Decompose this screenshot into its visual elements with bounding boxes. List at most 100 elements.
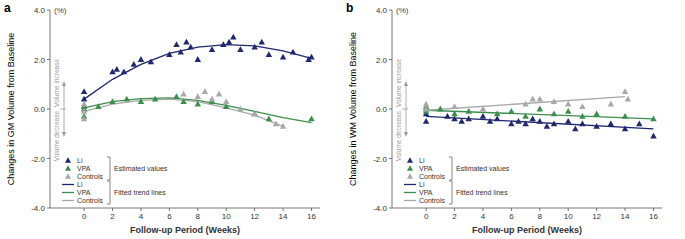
annotation: Volume increase [395,59,402,107]
point [266,116,272,122]
legend-label: Li [77,181,83,188]
point [544,123,550,129]
trend-line [426,110,653,119]
x-title: Follow-up Period (Weeks) [472,225,582,235]
legend-label: Li [419,157,425,164]
zero-mark [60,109,66,110]
y-tick-label: -2.0 [31,155,45,164]
point [209,96,215,102]
y-tick-label: 0.0 [34,105,46,114]
x-tick [140,208,141,211]
point [451,116,457,122]
y-tick-label: -4.0 [31,204,45,213]
figure: aChanges in GM Volume from Baseline(%)-4… [0,0,685,239]
y-tick [47,208,50,209]
point [259,39,265,45]
x-tick [426,208,427,211]
legend-line [404,192,416,193]
legend-label: Controls [77,197,104,204]
legend-label: VPA [77,165,91,172]
point [622,125,628,131]
point [650,116,656,122]
point [180,98,186,104]
point [551,98,557,104]
x-tick-label: 2 [452,212,457,221]
legend-label: VPA [419,189,433,196]
point [508,108,514,114]
legend-marker [407,165,413,170]
point [178,49,184,55]
point [622,113,628,119]
legend-label: Li [419,181,425,188]
annotation: Volume decrease [53,111,60,162]
point [494,111,500,117]
point [114,66,120,72]
legend-line [404,184,416,185]
point [121,68,127,74]
point [209,46,215,52]
point [202,88,208,94]
point [579,113,585,119]
x-tick [596,208,597,211]
x-tick-label: 14 [621,212,630,221]
point [251,44,257,50]
y-tick [47,59,50,60]
point [173,41,179,47]
point [537,118,543,124]
arrow-head [62,81,66,86]
x-tick-label: 4 [139,212,144,221]
point [608,120,614,126]
point [266,51,272,57]
point [565,108,571,114]
x-tick [511,208,512,211]
point [308,116,314,122]
trend-line [84,99,283,126]
point [537,106,543,112]
point [593,111,599,117]
point [451,103,457,109]
legend-marker [65,165,71,170]
x-tick-label: 12 [592,212,601,221]
point [622,88,628,94]
point [466,116,472,122]
arrow-head [404,132,408,137]
point [480,106,486,112]
point [522,101,528,107]
point [529,116,535,122]
point [81,96,87,102]
legend-line [62,200,74,201]
point [124,96,130,102]
x-tick [539,208,540,211]
x-tick [84,208,85,211]
legend-line [62,184,74,185]
point [522,113,528,119]
legend-label: VPA [419,165,433,172]
y-unit: (%) [54,6,67,15]
point [148,59,154,65]
point [251,111,257,117]
x-tick [226,208,227,211]
x-tick-label: 6 [509,212,514,221]
y-tick [47,10,50,11]
trend-line [426,116,653,128]
point [565,101,571,107]
x-tick-label: 8 [196,212,201,221]
y-tick [389,158,392,159]
y-tick [389,59,392,60]
point [423,106,429,112]
x-tick-label: 12 [250,212,259,221]
y-tick [47,158,50,159]
x-tick-label: 8 [538,212,543,221]
point [131,61,137,67]
point [166,51,172,57]
point [529,96,535,102]
point [458,118,464,124]
point [180,91,186,97]
point [81,101,87,107]
x-tick-label: 10 [222,212,231,221]
point [81,116,87,122]
x-title: Follow-up Period (Weeks) [130,225,240,235]
point [290,49,296,55]
point [466,108,472,114]
point [95,103,101,109]
